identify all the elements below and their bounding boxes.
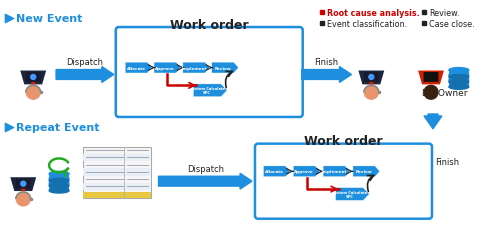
Text: Repeat Event: Repeat Event [16,122,100,132]
Text: Review: Review [356,169,372,174]
Polygon shape [125,63,152,74]
Ellipse shape [49,178,69,183]
Ellipse shape [449,68,469,73]
Circle shape [21,181,26,186]
Polygon shape [418,71,444,85]
FancyBboxPatch shape [83,192,150,198]
Text: Implement: Implement [322,169,347,174]
Ellipse shape [449,80,469,85]
FancyBboxPatch shape [116,28,302,117]
FancyBboxPatch shape [26,73,40,82]
Text: Root cause analysis.: Root cause analysis. [326,9,420,18]
FancyBboxPatch shape [49,184,69,191]
Text: DC Owner: DC Owner [422,88,468,97]
Circle shape [424,86,438,100]
Text: Work order: Work order [170,19,248,31]
Polygon shape [158,174,252,189]
Polygon shape [194,85,227,97]
Text: Review: Review [214,66,231,70]
Polygon shape [264,166,290,177]
FancyBboxPatch shape [49,174,69,181]
Polygon shape [212,63,238,74]
Circle shape [16,192,30,206]
FancyBboxPatch shape [83,169,150,176]
Text: Implement: Implement [181,66,206,70]
Polygon shape [358,71,384,85]
Circle shape [364,86,378,100]
Polygon shape [336,188,370,201]
FancyBboxPatch shape [83,147,150,198]
Polygon shape [294,166,320,177]
Ellipse shape [449,78,469,83]
Polygon shape [353,166,380,177]
Text: System Calculate
SPC: System Calculate SPC [332,190,367,198]
Circle shape [369,75,374,80]
Text: New Event: New Event [16,14,82,24]
Text: Review.: Review. [429,9,460,18]
Text: Dispatch: Dispatch [187,164,224,173]
Circle shape [30,75,36,80]
Polygon shape [20,71,46,85]
FancyBboxPatch shape [83,154,150,161]
Polygon shape [31,78,35,85]
Ellipse shape [49,183,69,188]
Polygon shape [22,184,26,191]
Polygon shape [424,114,442,129]
Text: Finish: Finish [314,58,338,67]
Ellipse shape [449,75,469,80]
Polygon shape [154,63,181,74]
Polygon shape [302,67,352,83]
Ellipse shape [449,73,469,78]
Polygon shape [56,67,114,83]
Text: Approve: Approve [294,169,314,174]
Ellipse shape [49,188,69,193]
Text: OP: OP [26,88,40,97]
FancyBboxPatch shape [449,76,469,82]
Text: Dispatch: Dispatch [66,58,104,67]
FancyBboxPatch shape [449,71,469,78]
FancyBboxPatch shape [424,73,438,82]
Text: Event classification.: Event classification. [326,19,406,28]
Text: Allocate: Allocate [126,66,146,70]
FancyBboxPatch shape [16,179,30,189]
Ellipse shape [49,177,69,181]
FancyBboxPatch shape [449,81,469,87]
Text: Case close.: Case close. [429,19,474,28]
Ellipse shape [49,172,69,177]
Polygon shape [370,78,374,85]
Polygon shape [323,166,350,177]
FancyBboxPatch shape [364,73,379,82]
FancyBboxPatch shape [255,144,432,219]
Text: OP: OP [16,195,30,204]
FancyBboxPatch shape [49,179,69,186]
Ellipse shape [49,181,69,186]
Polygon shape [10,177,36,191]
Ellipse shape [449,85,469,90]
Text: Finish: Finish [435,157,459,166]
Circle shape [26,86,40,100]
Text: System Calculate
SPC: System Calculate SPC [190,87,225,95]
Text: Work order: Work order [304,135,383,147]
Text: Allocate: Allocate [265,169,284,174]
Text: OP: OP [364,88,378,97]
Polygon shape [183,63,210,74]
FancyBboxPatch shape [83,183,150,190]
Text: Approve: Approve [155,66,175,70]
